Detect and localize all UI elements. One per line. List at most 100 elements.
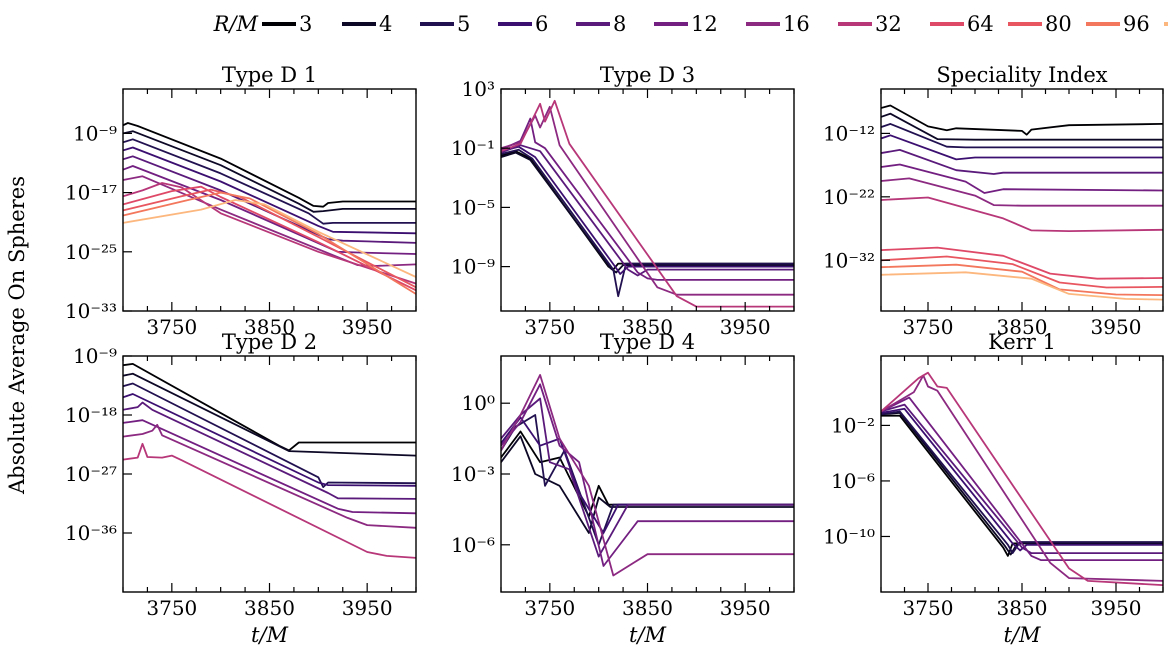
series-line-8 [501,397,794,558]
x-tick-label: 3750 [524,596,575,620]
series-line-6 [501,416,794,534]
y-tick-label: 10⁻²⁷ [65,462,117,486]
series-line-32 [123,442,416,559]
series-line-32 [881,371,1163,586]
series-line-96 [881,263,1163,296]
x-axis-label: t/M [251,623,289,647]
panel-title: Speciality Index [936,63,1107,87]
x-tick-label: 3950 [342,596,393,620]
panel-6: Kerr 1 3750 3850 3950 10⁻² 10⁻⁶ 10⁻¹⁰ t/M [823,330,1164,647]
series-line-4 [123,130,416,213]
legend-item-4: 4 [342,12,392,36]
panel-1: Type D 1 3750 3850 3950 10⁻⁹ 10⁻¹⁷ 10⁻²⁵ 10⁻³³ [65,63,417,339]
legend-item-96: 96 [1086,12,1150,36]
x-tick-label: 3750 [146,315,197,339]
series-line-6 [123,393,416,487]
y-tick-label: 10⁻³² [823,248,875,272]
series-line-128 [881,271,1163,301]
series-line-5 [881,410,1163,554]
x-tick-label: 3950 [720,315,771,339]
y-tick-label: 10⁻³³ [65,299,117,323]
x-tick-label: 3950 [720,596,771,620]
series-group [501,373,794,577]
y-tick-label: 10⁻¹⁸ [65,403,117,427]
x-axis-label: t/M [1003,623,1041,647]
y-tick-label: 10⁻⁹ [73,344,117,368]
legend-label-32: 32 [875,12,902,36]
series-line-80 [881,255,1163,289]
series-line-8 [881,403,1163,554]
series-group [123,362,416,559]
series-line-6 [881,134,1163,161]
y-tick-label: 10⁻¹⁰ [823,524,875,548]
legend-label-16: 16 [783,12,810,36]
series-line-3 [123,122,416,208]
series-line-3 [501,430,794,518]
panel-title: Kerr 1 [988,330,1056,354]
series-group [123,122,416,295]
y-tick-label: 10⁻¹ [451,136,495,160]
plot-frame [880,355,1164,593]
series-line-5 [123,138,416,225]
legend-item-5: 5 [420,12,470,36]
panel-title: Type D 3 [600,63,695,87]
series-group [881,371,1163,586]
x-tick-label: 3950 [1091,315,1142,339]
series-line-12 [123,419,416,515]
y-tick-label: 10⁻²² [823,185,875,209]
legend-item-8: 8 [576,12,626,36]
x-tick-label: 3850 [622,315,673,339]
series-group [501,99,794,308]
legend-item-128: 128 [1164,22,1168,26]
series-line-3 [881,104,1163,136]
y-tick-label: 10⁻³ [451,462,495,486]
series-line-32 [881,196,1163,233]
series-line-6 [123,146,416,235]
x-tick-label: 3850 [997,596,1048,620]
series-line-16 [501,373,794,577]
series-line-16 [123,423,416,529]
series-line-12 [881,163,1163,194]
x-tick-label: 3750 [903,315,954,339]
legend-label-3: 3 [299,12,312,36]
legend: R/M 3 4 5 6 8 12 16 32 64 80 96 128 [213,12,1168,36]
series-line-4 [881,411,1163,556]
y-tick-label: 10³ [462,77,495,101]
series-line-4 [501,435,794,534]
series-line-16 [123,175,416,267]
legend-item-12: 12 [654,12,718,36]
legend-label-80: 80 [1045,12,1072,36]
panel-title: Type D 4 [600,330,695,354]
series-line-4 [501,151,794,274]
x-tick-label: 3750 [524,315,575,339]
series-line-16 [881,177,1163,207]
series-line-64 [123,185,416,292]
y-tick-label: 10⁻⁹ [73,121,117,145]
series-line-12 [123,165,416,255]
series-line-5 [501,148,794,298]
series-line-12 [501,117,794,281]
series-line-32 [123,182,416,285]
legend-item-16: 16 [746,12,810,36]
legend-label-96: 96 [1123,12,1150,36]
series-line-6 [881,407,1163,552]
panel-title: Type D 1 [222,63,317,87]
series-line-8 [881,148,1163,175]
x-tick-label: 3850 [997,315,1048,339]
legend-item-64: 64 [930,12,994,36]
x-tick-label: 3850 [244,315,295,339]
series-line-64 [881,246,1163,280]
legend-label-8: 8 [613,12,626,36]
series-line-5 [123,382,416,489]
legend-item-32: 32 [838,12,902,36]
series-group [881,104,1163,301]
y-tick-label: 10⁰ [462,391,495,415]
y-tick-label: 10⁻¹⁷ [65,181,117,205]
x-tick-label: 3950 [342,315,393,339]
panel-3: Speciality Index 3750 3850 3950 10⁻¹² 10⁻²² 10… [823,63,1164,339]
x-tick-label: 3850 [244,596,295,620]
y-tick-label: 10⁻⁶ [831,469,875,493]
series-line-12 [881,396,1163,561]
y-axis-label: Absolute Average On Spheres [5,176,29,495]
series-line-8 [123,401,416,500]
